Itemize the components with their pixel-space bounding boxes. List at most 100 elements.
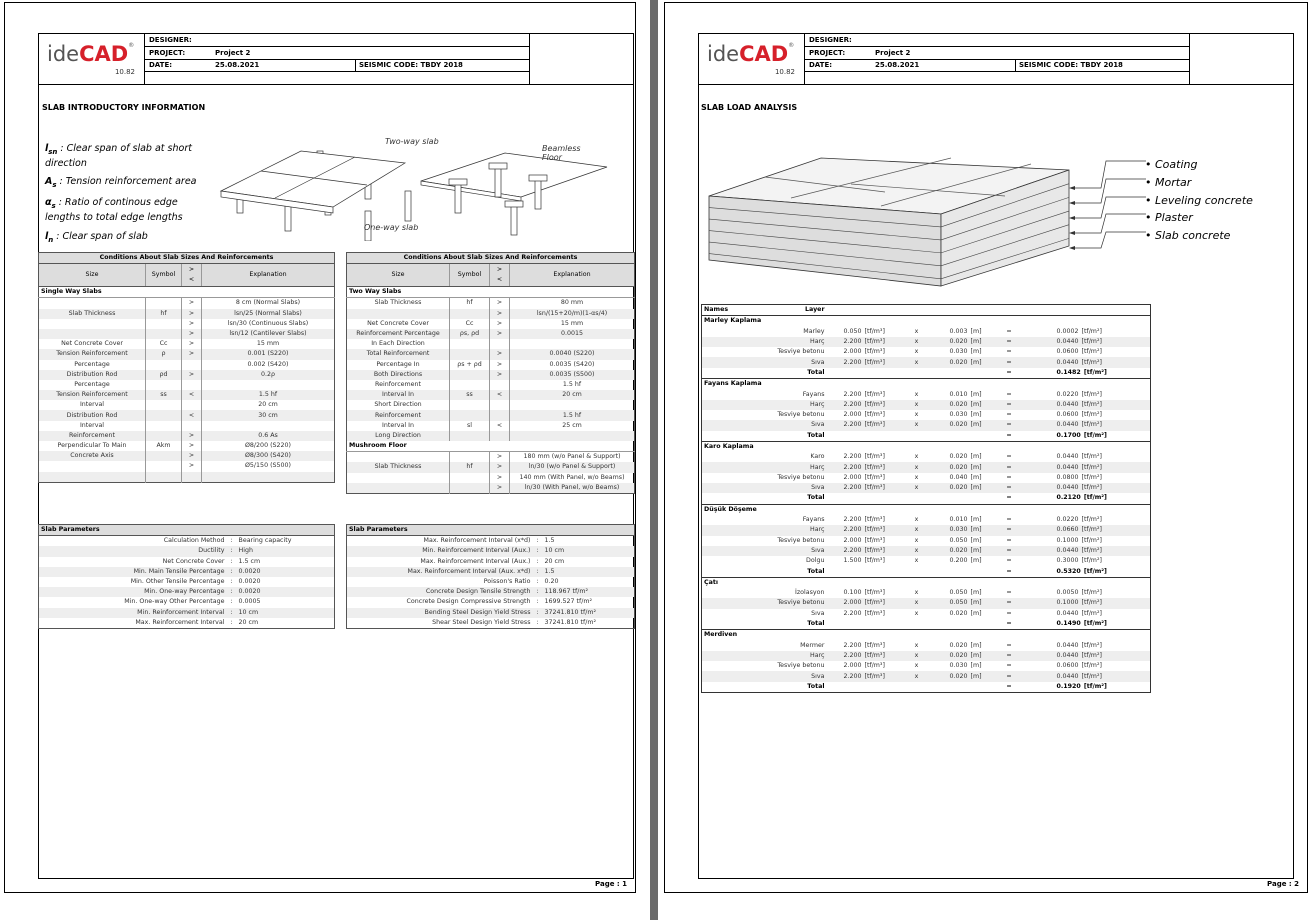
cell: Sıva bbox=[811, 609, 825, 617]
separator: : bbox=[536, 598, 539, 606]
table-title: Slab Parameters bbox=[346, 524, 635, 537]
column-name: Names bbox=[704, 306, 729, 314]
group-row: Karo Kaplama bbox=[701, 441, 1151, 452]
cell: x bbox=[914, 536, 919, 544]
unit: [m] bbox=[970, 327, 982, 335]
cell bbox=[145, 318, 182, 329]
row: Tesviye betonu 2.000 [tf/m³] x 0.050 [m] = 0.10… bbox=[701, 598, 1151, 609]
row: Tesviye betonu 2.000 [tf/m³] x 0.030 [m] = 0.06… bbox=[702, 347, 1151, 357]
logo-brand: CAD bbox=[79, 42, 129, 66]
equals: = bbox=[1006, 567, 1012, 575]
cell: Both Directions bbox=[346, 369, 450, 380]
cell: = bbox=[1006, 453, 1012, 461]
cell: 0.030 [m] bbox=[949, 526, 982, 534]
cell: Fayans bbox=[802, 516, 825, 524]
row: Slab Thickness hf >80 mm bbox=[347, 297, 635, 309]
cell bbox=[145, 471, 182, 483]
drawing-part bbox=[534, 178, 542, 210]
group-row: Merdiven bbox=[701, 629, 1151, 641]
cell: Reinforcement bbox=[346, 410, 450, 421]
cell: > bbox=[181, 328, 202, 340]
cell: 2.200 [tf/m³] bbox=[843, 651, 885, 659]
cell: Ø8/300 (S420) bbox=[201, 451, 335, 462]
drawing-part bbox=[850, 183, 1006, 197]
row: Calculation Method: Bearing capacity bbox=[39, 536, 335, 547]
cell bbox=[927, 682, 992, 693]
cell bbox=[489, 379, 510, 391]
cell: Akm bbox=[145, 441, 182, 452]
unit: [m] bbox=[970, 338, 982, 346]
cell: > bbox=[489, 472, 510, 483]
cell: 0.0220 [tf/m²] bbox=[1056, 516, 1102, 524]
cell: x bbox=[914, 411, 919, 419]
cell: Cc bbox=[145, 339, 182, 350]
unit: [tf/m²] bbox=[1081, 641, 1102, 649]
cell: = bbox=[1006, 421, 1012, 429]
cell: ρs + ρd bbox=[449, 359, 490, 370]
row: > ln/30 (With Panel, w/o Beams) bbox=[346, 482, 635, 494]
cell: x bbox=[914, 672, 919, 680]
definition-text: : Tension reinforcement area bbox=[59, 176, 197, 187]
unit: [tf/m³] bbox=[864, 526, 885, 534]
row: Sıva 2.200 [tf/m³] x 0.020 [m] = 0.0440 [tf/m²] bbox=[701, 671, 1151, 682]
param-value: 1.5 bbox=[544, 537, 555, 545]
cell: > bbox=[489, 462, 510, 473]
header-text: DATE: bbox=[809, 61, 833, 69]
cell: 0.020 [m] bbox=[949, 672, 982, 680]
group-row: Çatı bbox=[701, 577, 1151, 588]
cell bbox=[827, 619, 907, 630]
cell: x bbox=[914, 358, 919, 366]
header-text: Project 2 bbox=[215, 48, 251, 57]
unit: [tf/m³] bbox=[864, 484, 885, 492]
param-label: Max. Reinforcement Interval (Aux.) bbox=[420, 557, 531, 565]
cell: Sıva bbox=[811, 672, 825, 680]
cell: = bbox=[1006, 516, 1012, 524]
unit: [tf/m²] bbox=[1081, 536, 1102, 544]
row: Sıva 2.200 [tf/m³] x 0.020 [m] = 0.0440 [tf/m²] bbox=[701, 483, 1151, 494]
total-label: Total bbox=[807, 682, 825, 690]
unit: [tf/m²] bbox=[1081, 390, 1102, 398]
page-gap bbox=[650, 0, 658, 920]
cell: x bbox=[914, 599, 919, 607]
unit: [m] bbox=[970, 557, 982, 565]
cell: 0.050 [m] bbox=[949, 536, 982, 544]
total-row: Total = 0.2120 [tf/m²] bbox=[702, 493, 1151, 504]
section-row: Two Way Slabs bbox=[346, 286, 635, 299]
unit: [tf/m³] bbox=[864, 338, 885, 346]
row: Sıva 2.200 [tf/m³] x 0.020 [m] = 0.0440 [tf/m²] bbox=[701, 357, 1151, 368]
param-label: Ductility bbox=[38, 546, 227, 557]
row: Mermer 2.200 [tf/m³] x 0.020 [m] = 0.0440 [tf/m²… bbox=[702, 641, 1151, 651]
page-title: SLAB INTRODUCTORY INFORMATION bbox=[42, 103, 206, 112]
cell: = bbox=[1006, 651, 1012, 659]
cell: Harç bbox=[809, 463, 825, 471]
cell: 0.0440 [tf/m²] bbox=[1056, 358, 1102, 366]
row: Reinforcement 1.5 hf bbox=[346, 410, 635, 421]
param-label: Poisson's Ratio bbox=[483, 578, 531, 586]
cell: 0.010 [m] bbox=[949, 390, 982, 398]
cell: = bbox=[1006, 390, 1012, 398]
title-row: Slab Parameters bbox=[38, 524, 335, 537]
header-row: PROJECT: Project 2 bbox=[144, 46, 530, 60]
row: Tesviye betonu 2.000 [tf/m³] x 0.050 [m] = 0.10… bbox=[702, 536, 1151, 546]
header-text: DESIGNER: bbox=[149, 36, 192, 44]
group-name: Merdiven bbox=[704, 631, 738, 639]
unit: [tf/m²] bbox=[1081, 327, 1102, 335]
cell: = bbox=[1006, 599, 1012, 607]
cell: Long Direction bbox=[346, 430, 450, 441]
cell bbox=[449, 339, 490, 350]
row: Fayans 2.200 [tf/m³] x 0.010 [m] = 0.0220 [tf/m²… bbox=[702, 515, 1151, 525]
cell: x bbox=[914, 453, 919, 461]
symbol-sub: sn bbox=[48, 147, 58, 156]
cell bbox=[907, 493, 927, 504]
cell: 2.200 [tf/m³] bbox=[843, 453, 885, 461]
logo-brand: CAD bbox=[739, 42, 789, 66]
row: Min. Reinforcement Interval:10 cm bbox=[38, 607, 335, 618]
row: Reinforcement Percentage ρs, ρd >0.0015 bbox=[346, 328, 635, 340]
cell: x bbox=[914, 651, 919, 659]
param-label: Min. Reinforcement Interval bbox=[38, 607, 227, 618]
drawing-part bbox=[940, 169, 1070, 287]
cell: 0.200 [m] bbox=[949, 557, 982, 565]
cell bbox=[509, 400, 635, 411]
page-2: ideCAD® 10.82 DESIGNER: PROJECT: Project 2 DA… bbox=[664, 2, 1308, 893]
